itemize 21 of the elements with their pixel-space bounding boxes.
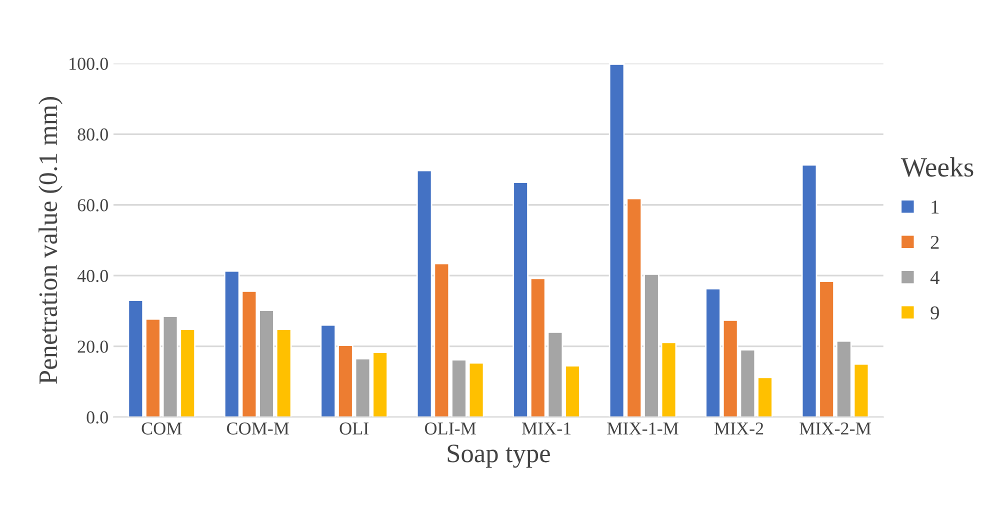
x-tick-label: OLI — [340, 422, 368, 435]
x-axis-title: Soap type — [448, 444, 550, 468]
legend-title: Weeks — [900, 157, 974, 177]
y-tick-label: 20.0 — [78, 340, 108, 353]
y-axis-title: Penetration value (0.1 mm) — [38, 97, 62, 384]
legend-label: 2 — [930, 236, 939, 249]
y-tick-label: 100.0 — [70, 58, 108, 70]
y-tick-label: 0.0 — [86, 411, 108, 424]
legend-label: 1 — [932, 200, 939, 214]
x-tick-label: MIX-1-M — [607, 422, 678, 434]
legend-label: 9 — [930, 306, 939, 320]
x-tick-label: MIX-2 — [714, 422, 764, 434]
legend-label: 4 — [930, 271, 940, 284]
x-tick-label: MIX-1 — [522, 422, 571, 434]
y-tick-label: 80.0 — [78, 128, 108, 141]
y-tick-label: 40.0 — [77, 270, 108, 282]
x-tick-label: COM — [142, 422, 182, 435]
x-tick-label: OLI-M — [424, 422, 476, 435]
x-tick-label: COM-M — [226, 422, 289, 435]
x-tick-label: MIX-2-M — [800, 422, 871, 434]
y-tick-label: 60.0 — [78, 199, 108, 212]
